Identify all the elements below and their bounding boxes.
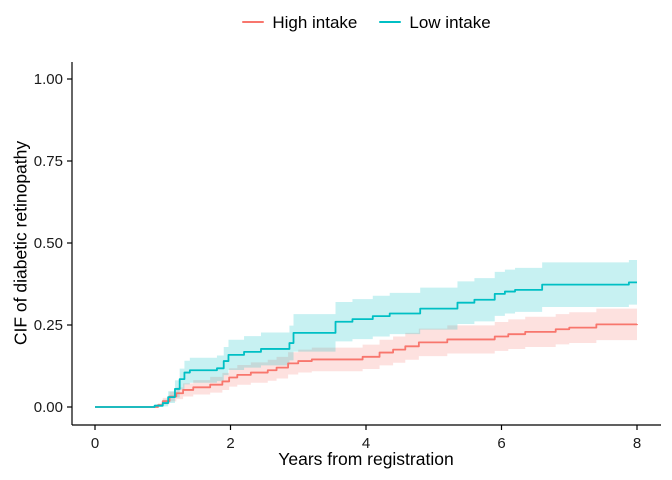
legend-label-high-intake: High intake [272,12,358,32]
y-tick-label: 0.50 [34,235,63,252]
x-tick-label: 0 [91,435,99,452]
y-tick-label: 1.00 [34,71,63,88]
low-intake-key-line-icon [379,20,402,24]
legend-label-low-intake: Low intake [409,12,491,32]
high-intake-key-line-icon [242,20,265,24]
y-tick-label: 0.00 [34,399,63,416]
y-axis-title: CIF of diabetic retinopathy [10,140,31,346]
x-tick-label: 2 [226,435,234,452]
legend: High intake Low intake [72,8,661,36]
low-intake-curve [95,281,637,408]
x-tick-label: 8 [633,435,641,452]
y-tick-label: 0.25 [34,317,63,334]
x-axis-title: Years from registration [278,449,454,469]
y-tick-label: 0.75 [34,153,63,170]
x-tick-label: 6 [497,435,505,452]
high-intake-curve [95,323,638,408]
x-tick-label: 4 [362,435,370,452]
legend-item-high-intake: High intake [242,14,357,31]
low-intake-confidence-band [95,260,637,407]
legend-item-low-intake: Low intake [379,12,491,32]
